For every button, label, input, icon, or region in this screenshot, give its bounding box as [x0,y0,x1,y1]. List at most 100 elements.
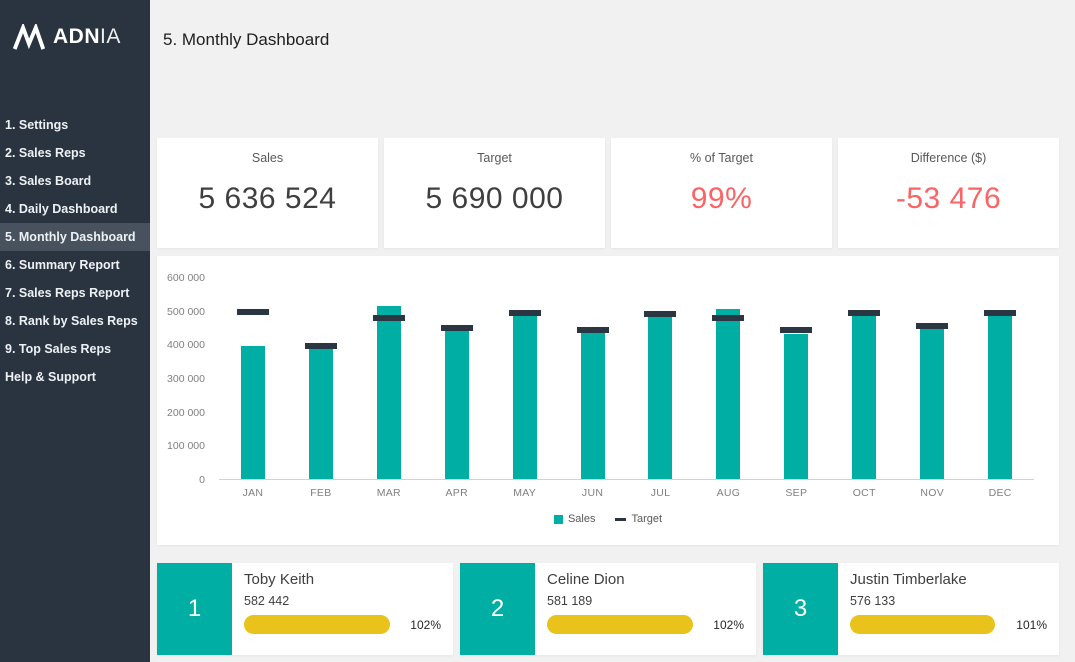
kpi-label: % of Target [689,151,753,165]
y-axis-tick-label: 500 000 [167,305,205,318]
rep-rank-badge: 2 [460,563,535,655]
y-axis-tick-label: 100 000 [167,440,205,453]
sidebar-menu: 1. Settings 2. Sales Reps 3. Sales Board 4.… [0,111,150,391]
target-marker-jul [644,310,677,317]
rep-sales-value: 576 133 [850,594,896,608]
top-rep-card: 3 Justin Timberlake 576 133 101% [763,563,1059,655]
sidebar-item[interactable]: 7. Sales Reps Report [5,286,130,300]
chart-legend: Sales Target [157,513,1059,525]
adnia-logo: ADNIA [12,24,121,50]
top-rep-card: 1 Toby Keith 582 442 102% [157,563,453,655]
sales-bar-oct [852,315,877,480]
y-axis-tick-label: 200 000 [167,406,205,419]
target-marker-dec [984,310,1017,317]
x-axis-label: OCT [852,487,876,499]
target-marker-apr [440,324,473,331]
adnia-logo-icon [12,24,46,50]
sidebar: ADNIA 1. Settings 2. Sales Reps 3. Sales B… [0,0,150,662]
rep-percent-label: 102% [713,617,744,632]
sales-bar-nov [920,328,945,480]
rep-percent-label: 101% [1016,617,1047,632]
kpi-value: 5 690 000 [425,182,564,215]
rep-progress-bar [850,615,995,634]
chart-month-slot [491,278,559,480]
kpi-value: 5 636 524 [198,182,337,215]
x-axis-label: MAR [376,487,401,499]
adnia-logo-text: ADNIA [53,25,121,49]
target-marker-aug [712,314,745,321]
main-content: 5. Monthly Dashboard Sales 5 636 524 Targe… [150,0,1075,662]
rep-progress-bar [547,615,693,634]
x-axis-label: DEC [988,487,1012,499]
sidebar-item[interactable]: 6. Summary Report [5,258,120,272]
logo-text-light: IA [100,25,121,48]
rep-name: Justin Timberlake [850,571,967,588]
chart-month-slot [966,278,1034,480]
sidebar-item[interactable]: 3. Sales Board [5,174,92,188]
target-marker-jun [576,326,609,333]
top-reps-row: 1 Toby Keith 582 442 102% 2 Celine Dion 581 18… [157,563,1059,655]
target-marker-feb [304,343,337,350]
kpi-value: 99% [690,182,753,215]
kpi-row: Sales 5 636 524 Target 5 690 000 % of Target… [157,138,1059,248]
kpi-card: Target 5 690 000 [384,138,605,248]
chart-plot-area [219,278,1034,480]
x-axis-label: JAN [242,487,264,499]
target-marker-nov [916,322,949,329]
chart-y-axis: 0 100 000 200 000 300 000 400 000 500 000 600 … [157,272,211,486]
sales-bar-sep [784,333,809,480]
sales-bar-feb [308,349,333,480]
x-axis-label: FEB [310,487,332,499]
legend-item-sales: Sales [553,513,596,525]
sales-bar-jan [240,346,265,480]
chart-x-axis: JAN FEB MAR APR MAY JUN JUL AUG SEP OCT NOV DEC [219,487,1034,499]
legend-label: Sales [567,513,596,525]
sales-bar-mar [376,305,401,480]
target-marker-oct [848,310,881,317]
x-axis-label: JUN [581,487,604,499]
kpi-label: Difference ($) [910,151,987,165]
rep-rank-badge: 1 [157,563,232,655]
chart-baseline [219,479,1034,480]
x-axis-label: SEP [785,487,808,499]
sidebar-item[interactable]: 9. Top Sales Reps [5,342,112,356]
rep-rank-badge: 3 [763,563,838,655]
rep-card-body: Justin Timberlake 576 133 101% [838,563,1059,655]
sidebar-item[interactable]: 8. Rank by Sales Reps [5,314,138,328]
rep-name: Toby Keith [244,571,315,588]
top-rep-card: 2 Celine Dion 581 189 102% [460,563,756,655]
kpi-value: -53 476 [895,182,1002,215]
sidebar-item[interactable]: Help & Support [5,370,96,384]
x-axis-label: MAY [513,487,537,499]
rep-card-body: Toby Keith 582 442 102% [232,563,453,655]
sales-bar-jul [648,316,673,480]
rep-percent-label: 102% [410,617,441,632]
target-marker-may [508,309,541,316]
y-axis-tick-label: 400 000 [167,339,205,352]
chart-month-slot [694,278,762,480]
rep-sales-value: 581 189 [547,594,593,608]
y-axis-tick-label: 0 [199,474,205,486]
sidebar-item[interactable]: 1. Settings [5,118,69,132]
sales-bar-apr [444,331,469,480]
chart-month-slot [423,278,491,480]
target-marker-mar [372,314,405,321]
x-axis-label: AUG [716,487,741,499]
x-axis-label: APR [445,487,468,499]
chart-month-slot [559,278,627,480]
rep-progress-row: 102% [244,615,441,634]
kpi-label: Sales [251,151,284,165]
sidebar-item[interactable]: 4. Daily Dashboard [5,202,118,216]
y-axis-tick-label: 300 000 [167,373,205,385]
legend-square-icon [553,514,563,524]
rep-name: Celine Dion [547,571,625,588]
legend-item-target: Target [615,513,662,525]
sales-bar-jun [580,333,605,480]
chart-month-slot [830,278,898,480]
sidebar-item-active[interactable]: 5. Monthly Dashboard [0,223,150,251]
x-axis-label: NOV [920,487,944,499]
sidebar-item[interactable]: 2. Sales Reps [5,146,86,160]
sales-vs-target-chart: 0 100 000 200 000 300 000 400 000 500 000 600 … [157,256,1059,545]
logo-text-bold: ADN [53,25,100,48]
